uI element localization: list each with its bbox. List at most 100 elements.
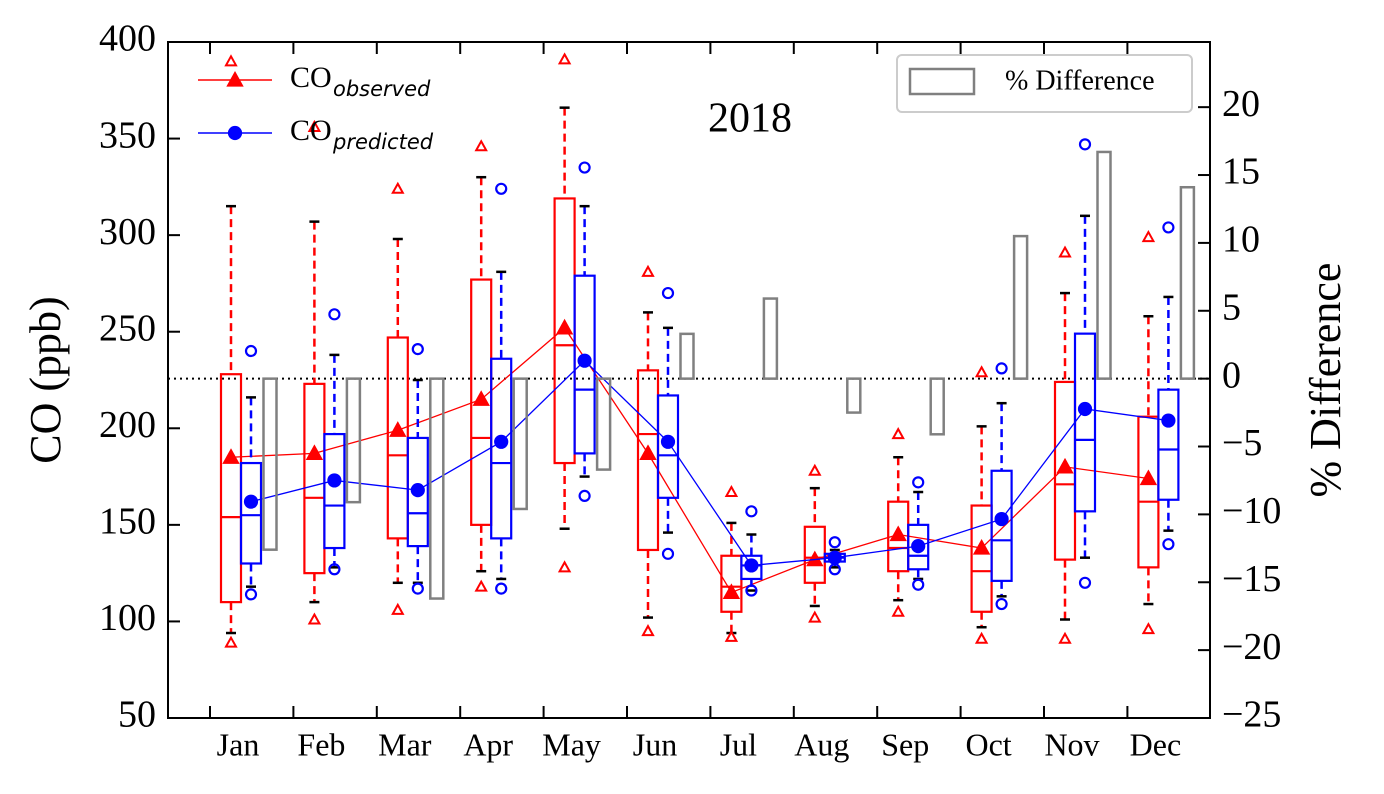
outlier [224,635,238,648]
outlier [912,578,925,591]
mean-marker [1056,457,1074,474]
difference-bar [929,377,945,436]
outlier [578,161,591,174]
legend-subscript: predicted [332,130,434,154]
mean-marker [639,444,657,460]
outlier [641,264,655,277]
y2-tick-label: −15 [1222,558,1281,600]
outlier [745,584,758,597]
y-tick-label: 50 [118,694,156,736]
outlier [974,631,989,644]
outlier [1058,631,1072,644]
box [219,373,243,604]
difference-bar [1096,150,1112,380]
mean-marker [389,421,407,437]
box [490,357,513,540]
outlier [557,52,572,65]
outlier [912,476,925,489]
box [656,394,680,499]
y2-tick-label: 10 [1222,219,1260,261]
difference-bar [762,297,779,380]
y-axis-label: CO (ppb) [21,296,70,463]
y-tick-label: 150 [99,501,156,543]
mean-marker [827,550,842,565]
box [386,336,409,540]
x-tick-label: Aug [794,726,849,762]
y2-axis-label: % Difference [1301,263,1350,498]
mean-marker [410,482,425,498]
mean-marker [994,511,1009,527]
outlier [391,602,405,615]
legend-marker [227,125,243,141]
outlier [1162,538,1175,551]
outlier [307,612,322,625]
legend-marker [226,70,244,87]
outlier [828,536,841,549]
box [323,432,346,550]
outlier [474,579,488,592]
box [1157,388,1180,501]
box [303,382,326,575]
mean-marker [555,318,574,335]
mean-marker [660,434,676,449]
x-tick-label: Nov [1044,726,1099,762]
plot-frame [167,41,1211,719]
mean-line [230,326,1149,594]
outlier [891,427,905,440]
outlier [995,362,1008,375]
annotation: 2018 [708,96,792,142]
difference-bar [1012,234,1029,380]
mean-marker [744,558,759,573]
mean-marker [243,494,259,509]
y2-tick-label: −5 [1222,422,1262,464]
x-tick-label: Jun [633,726,677,762]
mean-marker [305,444,324,460]
box [1137,415,1160,569]
difference-bar [512,377,528,511]
outlier [995,597,1008,611]
y-tick-label: 200 [99,404,156,446]
y2-tick-label: 15 [1222,151,1260,193]
mean-marker [889,525,907,542]
outlier [1141,622,1156,635]
mean-marker [494,434,509,449]
difference-bar [679,332,695,380]
outlier [391,181,405,194]
x-tick-label: Dec [1130,726,1182,762]
x-tick-label: Mar [378,726,432,762]
mean-marker [1139,469,1158,486]
outlier [244,344,258,358]
x-tick-label: Apr [463,726,513,762]
outlier [495,182,508,195]
mean-marker [222,448,240,464]
box [970,504,993,613]
y-tick-label: 100 [99,597,156,639]
x-tick-label: May [542,726,601,762]
outlier [557,560,572,573]
box [740,554,763,581]
box [406,436,429,548]
x-tick-label: Jan [217,726,260,762]
difference-bar [262,377,278,551]
mean-marker [1161,413,1176,428]
outlier [224,54,238,67]
x-tick-label: Sep [881,726,929,762]
legend-subscript: observed [333,77,431,101]
x-tick-label: Oct [965,726,1011,762]
mean-marker [911,539,926,554]
outlier [974,365,989,378]
y2-tick-label: 0 [1222,354,1241,396]
outlier [495,582,508,595]
box [1073,332,1097,513]
mean-marker [722,583,741,600]
outlier [1058,245,1072,258]
mean-marker [472,390,490,406]
difference-bar [846,377,862,414]
outlier [1078,138,1092,151]
y-tick-label: 250 [99,307,156,349]
mean-marker [327,473,342,488]
outlier [307,119,322,132]
mean-line [250,359,1169,567]
outlier [724,484,739,498]
y2-tick-label: −25 [1222,694,1281,736]
